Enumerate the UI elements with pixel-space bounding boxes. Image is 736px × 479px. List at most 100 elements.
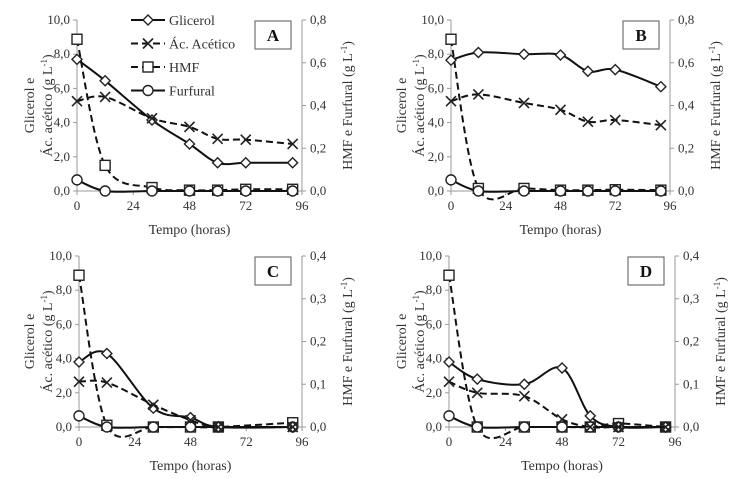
y-axis-title-close: ) bbox=[413, 54, 428, 59]
y-tick-label: 8,0 bbox=[54, 46, 70, 61]
data-point-x bbox=[212, 421, 224, 433]
data-point-x bbox=[184, 414, 197, 426]
data-point-diamond bbox=[556, 362, 568, 374]
data-point-x bbox=[554, 104, 567, 116]
data-point-x bbox=[183, 121, 196, 133]
y2-axis-title-text: HMF e Furfural (g L bbox=[709, 53, 724, 170]
x-axis-title: Tempo (horas) bbox=[150, 459, 232, 474]
y-tick-label: 8,0 bbox=[428, 46, 444, 61]
y2-axis-title: HMF e Furfural (g L-1) bbox=[339, 277, 356, 406]
series-x bbox=[71, 91, 299, 150]
data-point-circle bbox=[240, 185, 252, 197]
x-tick-label: 48 bbox=[556, 434, 569, 449]
y2-axis-title-sup: -1 bbox=[712, 282, 722, 290]
y-tick-label: 0,0 bbox=[54, 183, 70, 198]
y-tick-label: 6,0 bbox=[426, 316, 442, 331]
y-axis-title-sup: -1 bbox=[39, 59, 49, 67]
data-point-diamond bbox=[518, 378, 531, 391]
y-axis-title-sup: -1 bbox=[39, 295, 49, 303]
y-tick-label: 2,0 bbox=[56, 385, 72, 400]
x-tick-label: 72 bbox=[612, 434, 625, 449]
x-tick-label: 24 bbox=[499, 434, 513, 449]
y2-tick-label: 0,8 bbox=[678, 12, 694, 27]
data-point-diamond bbox=[471, 373, 484, 386]
y-axis-title-line1: Glicerol e bbox=[395, 314, 410, 370]
y2-tick-label: 0,0 bbox=[683, 419, 699, 434]
x-tick-label: 24 bbox=[499, 198, 513, 213]
data-point-x bbox=[240, 134, 252, 146]
data-point-circle bbox=[554, 185, 567, 197]
y-tick-label: 10,0 bbox=[47, 12, 70, 27]
y2-tick-label: 0,0 bbox=[310, 419, 326, 434]
series-square bbox=[71, 33, 299, 196]
data-point-x bbox=[212, 133, 224, 145]
y-tick-label: 10,0 bbox=[419, 248, 442, 263]
y-axis-title-close: ) bbox=[41, 290, 56, 295]
data-point-circle bbox=[472, 185, 485, 197]
series-square bbox=[443, 269, 672, 440]
data-point-circle bbox=[211, 185, 224, 197]
data-point-square bbox=[99, 159, 111, 172]
x-tick-label: 24 bbox=[128, 434, 142, 449]
data-point-diamond bbox=[71, 53, 83, 66]
x-tick-label: 72 bbox=[609, 198, 622, 213]
panel-label-box bbox=[254, 20, 292, 50]
data-point-circle bbox=[471, 421, 483, 433]
data-point-diamond bbox=[100, 347, 113, 360]
legend-label: Furfural bbox=[169, 85, 215, 100]
data-point-circle bbox=[655, 185, 667, 197]
legend: Glicerol Ác. Acético HMF Furfural bbox=[131, 14, 235, 100]
y-axis-title-line2: Ác. acético (g L-1) bbox=[411, 290, 428, 393]
y-axis-title-close: ) bbox=[413, 290, 428, 295]
data-point-diamond bbox=[443, 356, 455, 369]
x-tick-label: 0 bbox=[74, 198, 81, 213]
y-axis-title-text: Ác. acético (g L bbox=[39, 66, 56, 156]
y-tick-label: 10,0 bbox=[49, 248, 72, 263]
y2-tick-label: 0,1 bbox=[310, 376, 326, 391]
data-point-x bbox=[443, 376, 455, 388]
data-point-x bbox=[147, 399, 159, 411]
y-axis-title-close: ) bbox=[41, 54, 56, 59]
data-point-circle bbox=[146, 185, 158, 197]
series-circle bbox=[445, 174, 667, 197]
y2-tick-label: 0,8 bbox=[310, 12, 326, 27]
series-x bbox=[445, 88, 667, 131]
panel-A: 0,0 2,0 4,0 6,0 8,0 10,0 0,0 0,2 0,4 0,6 0,8 0 24 48 7… bbox=[23, 12, 356, 238]
data-point-circle bbox=[609, 185, 621, 197]
data-point-square bbox=[443, 269, 455, 281]
data-point-x bbox=[287, 138, 299, 150]
x-tick-label: 96 bbox=[669, 434, 683, 449]
x-tick-label: 48 bbox=[184, 434, 197, 449]
x-axis-title: Tempo (horas) bbox=[520, 223, 602, 238]
panel-label-box bbox=[622, 20, 660, 50]
y2-axis-title-text: HMF e Furfural (g L bbox=[341, 289, 356, 406]
data-point-square bbox=[445, 33, 457, 45]
y2-axis-title-sup: -1 bbox=[339, 46, 349, 54]
y-axis-title-line1: Glicerol e bbox=[23, 78, 38, 134]
y-tick-label: 4,0 bbox=[56, 351, 72, 366]
data-point-x bbox=[287, 421, 299, 433]
y2-axis-title-close: ) bbox=[714, 277, 729, 282]
x-tick-label: 24 bbox=[127, 198, 141, 213]
data-point-x bbox=[584, 421, 596, 433]
data-point-diamond bbox=[73, 356, 85, 369]
y2-axis-title-close: ) bbox=[341, 277, 356, 282]
data-point-x bbox=[146, 112, 158, 124]
x-tick-label: 72 bbox=[239, 198, 252, 213]
legend-marker-diamond bbox=[142, 14, 154, 26]
y-tick-label: 0,0 bbox=[56, 419, 72, 434]
data-point-x bbox=[556, 413, 568, 425]
x-tick-label: 96 bbox=[664, 198, 678, 213]
data-point-circle bbox=[286, 185, 299, 197]
data-point-x bbox=[655, 119, 667, 131]
y-tick-label: 6,0 bbox=[428, 80, 444, 95]
y-axis-title-text: Ác. acético (g L bbox=[411, 66, 428, 156]
legend-label: Glicerol bbox=[169, 14, 215, 29]
panel-label: B bbox=[635, 26, 646, 45]
data-point-x bbox=[609, 114, 621, 126]
y2-axis-title-text: HMF e Furfural (g L bbox=[714, 289, 729, 406]
y2-tick-label: 0,4 bbox=[310, 248, 327, 263]
x-tick-label: 0 bbox=[446, 434, 453, 449]
panel-label: A bbox=[267, 26, 280, 45]
data-point-circle bbox=[582, 185, 594, 197]
